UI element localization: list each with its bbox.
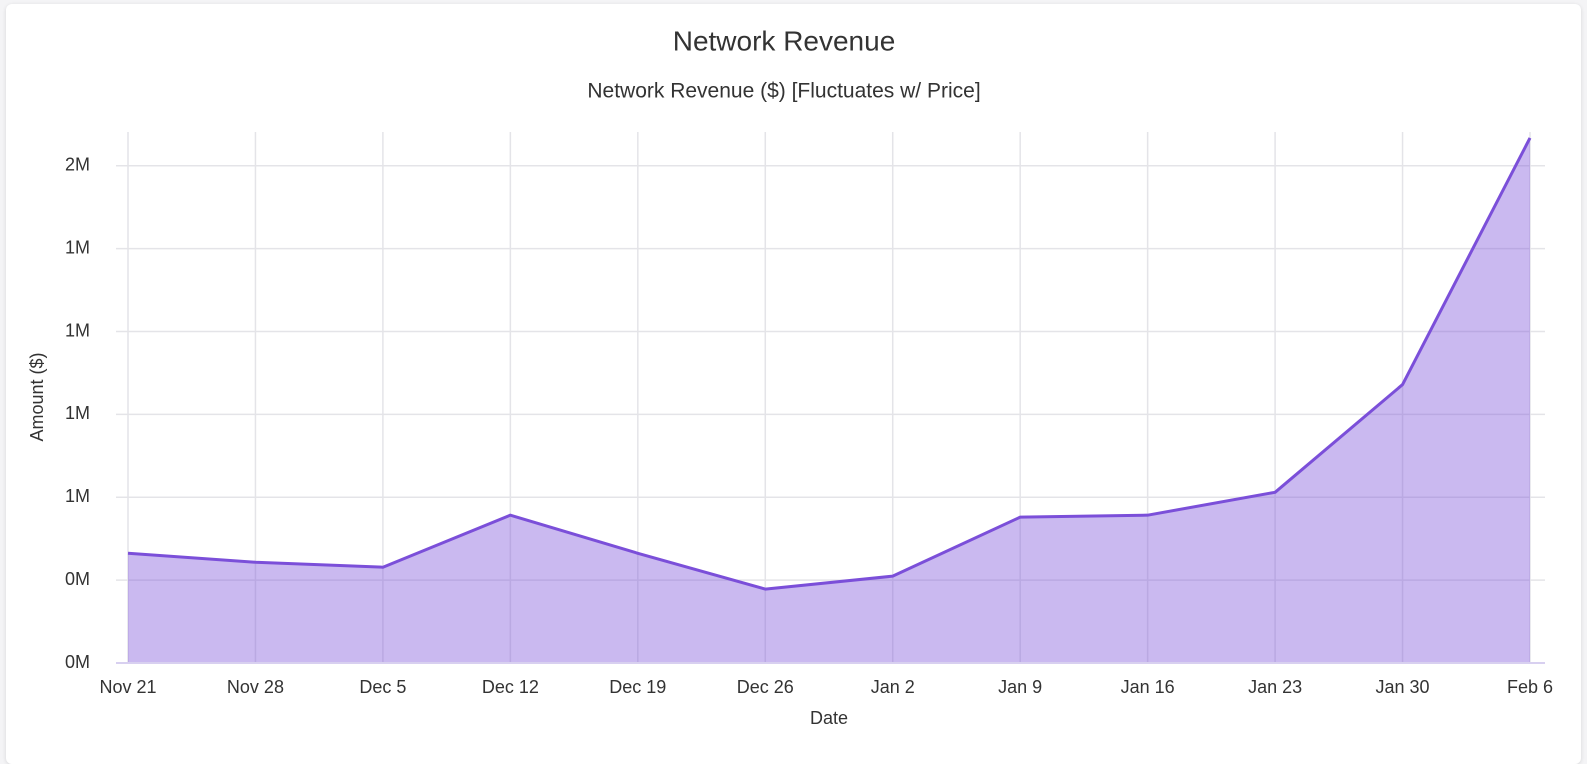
- x-tick-label: Dec 26: [737, 677, 794, 697]
- chart-subtitle: Network Revenue ($) [Fluctuates w/ Price…: [587, 80, 980, 103]
- x-tick-label: Feb 6: [1507, 677, 1553, 697]
- y-axis-label: Amount ($): [27, 352, 47, 441]
- x-tick-label: Dec 19: [609, 677, 666, 697]
- line: [127, 137, 1532, 591]
- chart-title: Network Revenue: [673, 25, 896, 56]
- x-tick-label: Nov 28: [227, 677, 284, 697]
- x-tick-label: Dec 12: [482, 677, 539, 697]
- y-tick-label: 0M: [65, 652, 90, 672]
- x-tick-label: Jan 9: [998, 677, 1042, 697]
- y-tick-label: 0M: [65, 569, 90, 589]
- y-tick-label: 1M: [65, 320, 90, 340]
- x-tick-label: Jan 16: [1121, 677, 1175, 697]
- area: [128, 137, 1530, 663]
- y-tick-label: 1M: [65, 486, 90, 506]
- y-tick-label: 2M: [65, 155, 90, 175]
- card: [6, 4, 1581, 764]
- x-tick-label: Nov 21: [99, 677, 156, 697]
- x-tick-label: Jan 30: [1376, 677, 1430, 697]
- x-tick-label: Jan 2: [871, 677, 915, 697]
- y-tick-label: 1M: [65, 403, 90, 423]
- x-axis-label: Date: [810, 708, 848, 728]
- x-tick-label: Dec 5: [359, 677, 406, 697]
- x-tick-label: Jan 23: [1248, 677, 1302, 697]
- y-tick-label: 1M: [65, 237, 90, 257]
